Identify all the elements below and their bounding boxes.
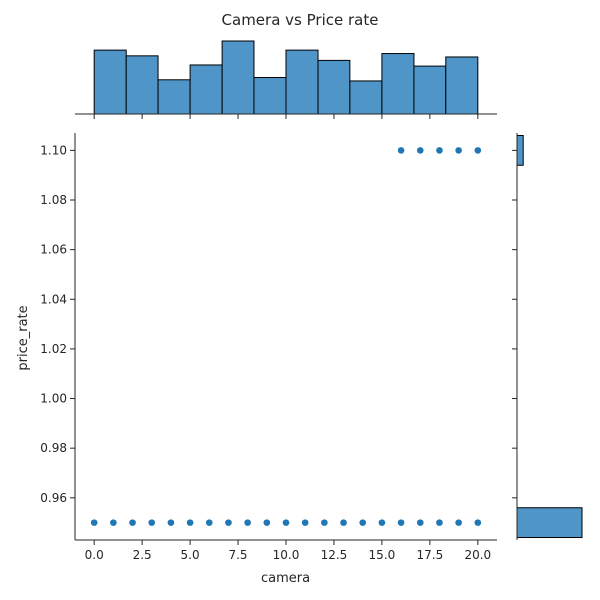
scatter-point — [301, 519, 309, 526]
x-hist-bar — [93, 49, 127, 115]
y-tick-label: 1.02 — [40, 342, 67, 356]
x-hist-bar — [253, 77, 287, 115]
scatter-point — [455, 147, 462, 154]
scatter-point — [263, 519, 271, 526]
x-tick-label: 17.5 — [417, 548, 444, 562]
x-hist-bar — [445, 56, 479, 115]
scatter-point — [129, 519, 136, 526]
y-hist-bar — [516, 134, 524, 166]
y-hist-bar — [516, 507, 583, 539]
scatter-point — [148, 519, 156, 526]
x-tick-label: 10.0 — [273, 548, 300, 562]
marginal-y-histogram — [512, 133, 583, 540]
scatter-point — [205, 519, 213, 526]
marginal-x-histogram — [75, 40, 497, 119]
x-hist-bar — [285, 49, 319, 115]
scatter-point — [321, 519, 328, 526]
x-hist-bar — [157, 79, 191, 115]
scatter-point — [416, 519, 424, 526]
scatter-point — [474, 519, 482, 526]
scatter-point — [225, 519, 232, 526]
y-tick-label: 1.10 — [40, 143, 67, 157]
x-tick-label: 20.0 — [464, 548, 491, 562]
x-hist-bar — [221, 40, 255, 115]
x-hist-bar — [317, 59, 351, 115]
scatter-points — [90, 147, 482, 526]
x-tick-label: 5.0 — [181, 548, 200, 562]
scatter-point — [359, 519, 367, 526]
x-tick-label: 15.0 — [369, 548, 396, 562]
scatter-point — [186, 519, 194, 526]
x-tick-label: 7.5 — [228, 548, 247, 562]
y-tick-label: 0.96 — [40, 491, 67, 505]
scatter-point — [110, 519, 117, 526]
y-axis-label: price_rate — [16, 305, 31, 370]
x-tick-label: 12.5 — [321, 548, 348, 562]
x-tick-label: 0.0 — [85, 548, 104, 562]
scatter-point — [90, 519, 98, 526]
y-tick-label: 1.06 — [40, 243, 67, 257]
scatter-point — [378, 519, 386, 526]
scatter-point — [282, 519, 290, 526]
scatter-point — [436, 147, 443, 154]
x-hist-bar — [125, 55, 159, 115]
scatter-point — [397, 147, 405, 154]
scatter-point — [455, 519, 462, 526]
x-hist-bar — [349, 80, 383, 115]
y-tick-label: 1.08 — [40, 193, 67, 207]
x-tick-label: 2.5 — [133, 548, 152, 562]
scatter-point — [397, 519, 405, 526]
chart-title: Camera vs Price rate — [222, 11, 379, 29]
x-axis-label: camera — [261, 571, 310, 586]
scatter-point — [167, 519, 175, 526]
x-hist-bar — [189, 64, 223, 115]
x-hist-bar — [413, 65, 447, 115]
scatter-point — [416, 147, 424, 154]
scatter-point — [340, 519, 347, 526]
y-tick-label: 0.98 — [40, 441, 67, 455]
y-tick-label: 1.00 — [40, 392, 67, 406]
x-hist-bar — [381, 53, 415, 115]
y-tick-label: 1.04 — [40, 292, 67, 306]
scatter-point — [474, 147, 482, 154]
scatter-axes: 0.0 2.5 5.0 7.5 10.0 12.5 15.0 17.5 20.0 0.96 0.98… — [40, 133, 497, 562]
scatter-point — [436, 519, 443, 526]
scatter-point — [244, 519, 251, 526]
